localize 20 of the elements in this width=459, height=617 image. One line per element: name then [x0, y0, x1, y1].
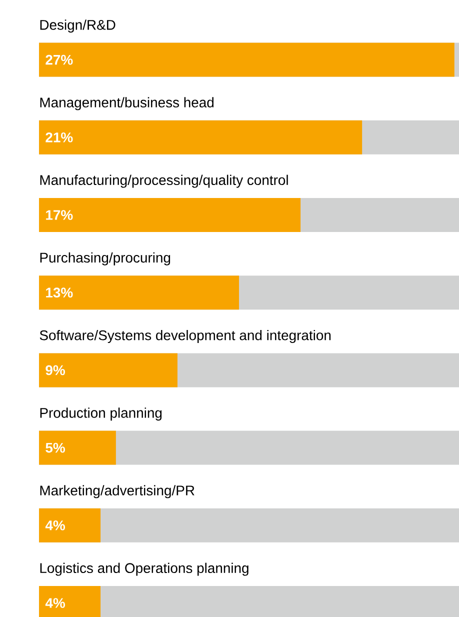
bar [39, 430, 116, 465]
data-label: 5% [46, 442, 65, 453]
data-label: 13% [46, 288, 73, 298]
y-tick-label: Design/R&D [40, 20, 116, 33]
data-label: 9% [46, 365, 65, 376]
bar [39, 42, 454, 77]
y-tick-label: Software/Systems development and integration [40, 330, 331, 343]
data-label: 17% [46, 210, 73, 220]
data-label: 4% [45, 598, 65, 608]
y-tick-label: Manufacturing/processing/quality control [40, 174, 288, 188]
data-label: 21% [46, 132, 73, 142]
y-tick-label: Production planning [40, 408, 162, 421]
y-tick-label: Management/business head [40, 97, 214, 110]
y-tick-label: Purchasing/procuring [40, 252, 170, 266]
bar [39, 353, 178, 388]
data-label: 4% [45, 520, 65, 530]
data-label: 27% [46, 54, 73, 65]
y-tick-label: Logistics and Operations planning [40, 562, 248, 576]
y-tick-label: Marketing/advertising/PR [40, 485, 194, 498]
bar [39, 508, 101, 542]
